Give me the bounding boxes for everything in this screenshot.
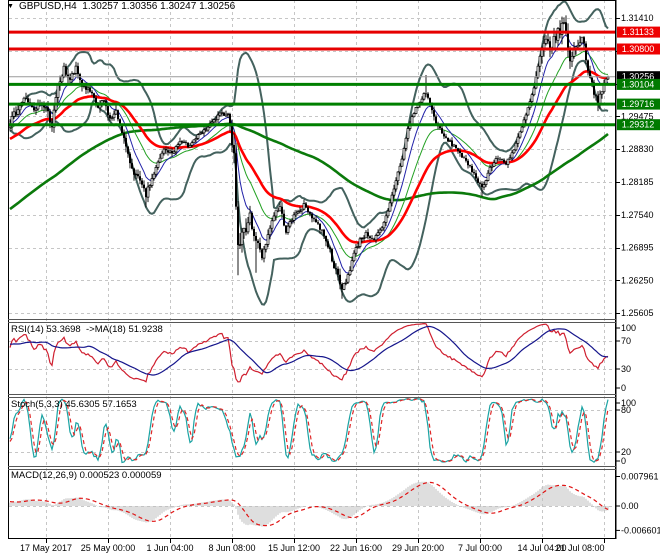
price-axis-label: 1.25605: [621, 308, 654, 318]
stoch-panel[interactable]: [9, 398, 609, 464]
indicator-scale-label: 0: [621, 456, 626, 466]
svg-text:1.29312: 1.29312: [622, 120, 655, 130]
chart-title-bar: ▼ GBPUSD,H4 1.30257 1.30356 1.30247 1.30…: [7, 1, 235, 12]
time-axis-label: 7 Jul 00:00: [458, 543, 502, 553]
time-axis-label: 22 Jun 16:00: [330, 543, 382, 553]
stoch-d-line: [9, 398, 609, 463]
price-axis-label: 1.29475: [621, 111, 654, 121]
price-axis-label: 1.28830: [621, 144, 654, 154]
indicator-scale-label: -0.006601: [621, 525, 660, 535]
chart-frame: [8, 0, 620, 543]
indicator-scale-label: 0: [621, 383, 626, 393]
stoch-k-line: [9, 398, 609, 464]
price-badge-resistance: 1.31133: [617, 26, 660, 38]
svg-text:1.29716: 1.29716: [622, 99, 655, 109]
macd-signal-line: [9, 481, 609, 527]
time-axis-label: 14 Jul 04:00: [517, 543, 566, 553]
price-axis-label: 1.27540: [621, 210, 654, 220]
symbol-dropdown-icon[interactable]: ▼: [7, 2, 14, 10]
indicator-scale-label: 70: [621, 336, 631, 346]
time-axis-label: 1 Jun 04:00: [146, 543, 193, 553]
time-axis-label: 25 May 00:00: [81, 543, 136, 553]
bollinger-upper-band: [9, 1, 609, 229]
time-axis-label: 17 May 2017: [20, 543, 72, 553]
macd-histogram: [9, 481, 609, 527]
time-axis-label: 8 Jun 08:00: [208, 543, 255, 553]
price-badge-current: 1.30256: [617, 71, 660, 83]
main-price-panel[interactable]: [9, 1, 610, 306]
indicator-scale-label: 0.00: [621, 501, 639, 511]
price-badge-support: 1.30104: [617, 78, 660, 90]
macd-indicator-label: MACD(12,26,9) 0.000523 0.000059: [11, 470, 162, 481]
price-level-lines: [9, 30, 615, 127]
indicator-scale-label: 100: [621, 323, 636, 333]
slow-ma-line: [9, 122, 609, 211]
price-badge-support: 1.29716: [617, 98, 660, 110]
rsi-indicator-label: RSI(14) 53.3698 ->MA(18) 51.9238: [11, 324, 163, 335]
price-axis-label: 1.31410: [621, 13, 654, 23]
axis-labels: 1.31410 1.29475 1.28830 1.28185 1.27540 1.268…: [20, 13, 660, 553]
indicator-scale-label: 80: [621, 405, 631, 415]
price-badge-resistance: 1.30800: [617, 43, 660, 55]
rsi-ma-line: [9, 325, 609, 376]
time-axis-label: 15 Jun 12:00: [268, 543, 320, 553]
price-axis-label: 1.26250: [621, 275, 654, 285]
chart-title: GBPUSD,H4 1.30257 1.30356 1.30247 1.3025…: [18, 1, 236, 12]
price-axis-label: 1.28185: [621, 177, 654, 187]
time-axis-label: 21 Jul 08:00: [555, 543, 604, 553]
svg-text:1.30104: 1.30104: [622, 79, 655, 89]
svg-text:1.30256: 1.30256: [622, 72, 655, 82]
indicator-scale-label: 20: [621, 447, 631, 457]
rsi-panel[interactable]: [9, 323, 609, 383]
bull-candle-bodies: [9, 22, 610, 290]
indicator-scale-label: 0.007961: [621, 472, 659, 482]
time-axis-label: 29 Jun 20:00: [392, 543, 444, 553]
indicator-scale-label: 100: [621, 398, 636, 408]
svg-text:1.30800: 1.30800: [622, 44, 655, 54]
price-badge-support: 1.29312: [617, 119, 660, 131]
price-axis-label: 1.26895: [621, 243, 654, 253]
price-axis[interactable]: [616, 0, 660, 538]
stoch-indicator-label: Stoch(5,3,3) 45.6305 57.1653: [11, 399, 137, 410]
time-axis[interactable]: [8, 538, 615, 560]
macd-panel[interactable]: [9, 481, 609, 527]
svg-text:1.31133: 1.31133: [622, 27, 654, 37]
indicator-scale-label: 30: [621, 364, 631, 374]
